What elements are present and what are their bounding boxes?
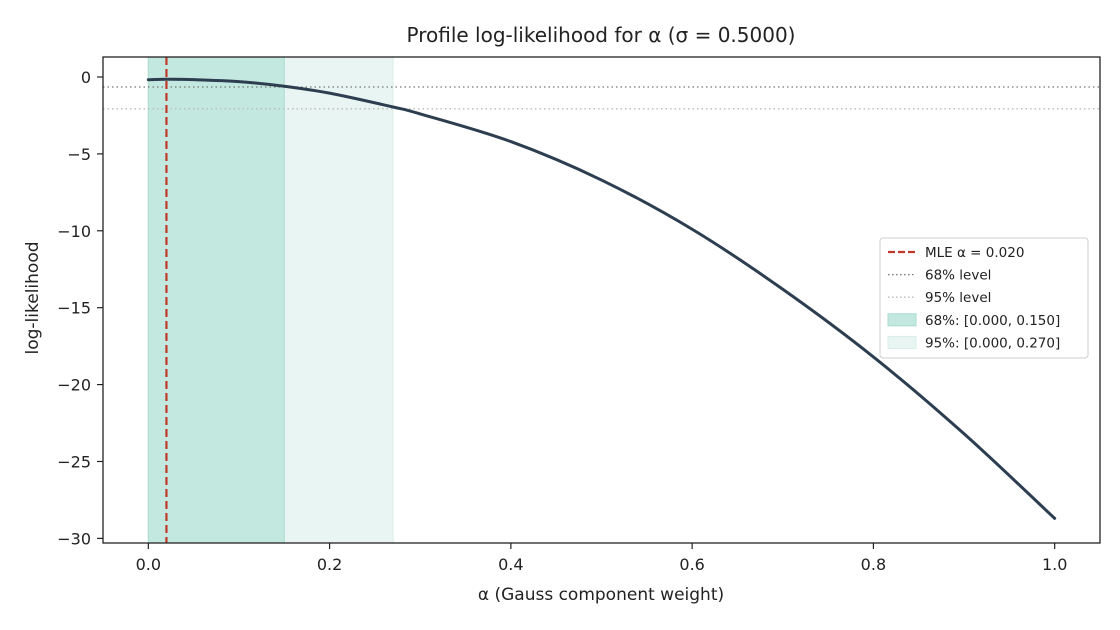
x-tick-label: 0.4 bbox=[498, 555, 523, 574]
y-tick-label: −30 bbox=[57, 529, 91, 548]
x-tick-label: 1.0 bbox=[1042, 555, 1067, 574]
y-tick-label: −25 bbox=[57, 452, 91, 471]
legend-68-interval: 68%: [0.000, 0.150] bbox=[887, 313, 1060, 329]
x-tick-label: 0.8 bbox=[861, 555, 886, 574]
plot-area: 0.0 0.2 0.4 0.6 0.8 1.0 0 −5 −10 −15 −20 −25 −30 bbox=[57, 56, 1101, 574]
legend-68-level: 68% level bbox=[888, 268, 991, 284]
plot-content bbox=[103, 57, 1100, 543]
x-tick-label: 0.6 bbox=[679, 555, 704, 574]
x-tick-label: 0.0 bbox=[136, 555, 161, 574]
y-axis-label: log-likelihood bbox=[23, 241, 43, 354]
legend-mle: MLE α = 0.020 bbox=[888, 245, 1024, 261]
legend-label: 95%: [0.000, 0.270] bbox=[925, 335, 1060, 351]
x-axis-label: α (Gauss component weight) bbox=[478, 585, 724, 605]
legend-label: 95% level bbox=[925, 290, 991, 306]
x-tick-label: 0.2 bbox=[317, 555, 342, 574]
interval-band-68 bbox=[147, 57, 285, 543]
legend-box bbox=[879, 237, 1089, 359]
chart-title: Profile log-likelihood for α (σ = 0.5000… bbox=[407, 23, 796, 47]
legend-label: 68% level bbox=[925, 268, 991, 284]
legend-95-level: 95% level bbox=[888, 290, 991, 306]
y-tick-label: −15 bbox=[57, 299, 91, 318]
legend-label: 68%: [0.000, 0.150] bbox=[925, 313, 1060, 329]
legend-label: MLE α = 0.020 bbox=[925, 245, 1024, 261]
legend: MLE α = 0.020 68% level 95% level 68%: [0.0… bbox=[879, 237, 1089, 359]
y-tick-label: 0 bbox=[81, 68, 91, 87]
legend-95-interval: 95%: [0.000, 0.270] bbox=[887, 335, 1060, 351]
plot-frame bbox=[102, 56, 1101, 544]
y-tick-label: −10 bbox=[57, 222, 91, 241]
y-tick-label: −20 bbox=[57, 376, 91, 395]
y-tick-label: −5 bbox=[67, 145, 91, 164]
series-line-0 bbox=[146, 77, 1057, 520]
